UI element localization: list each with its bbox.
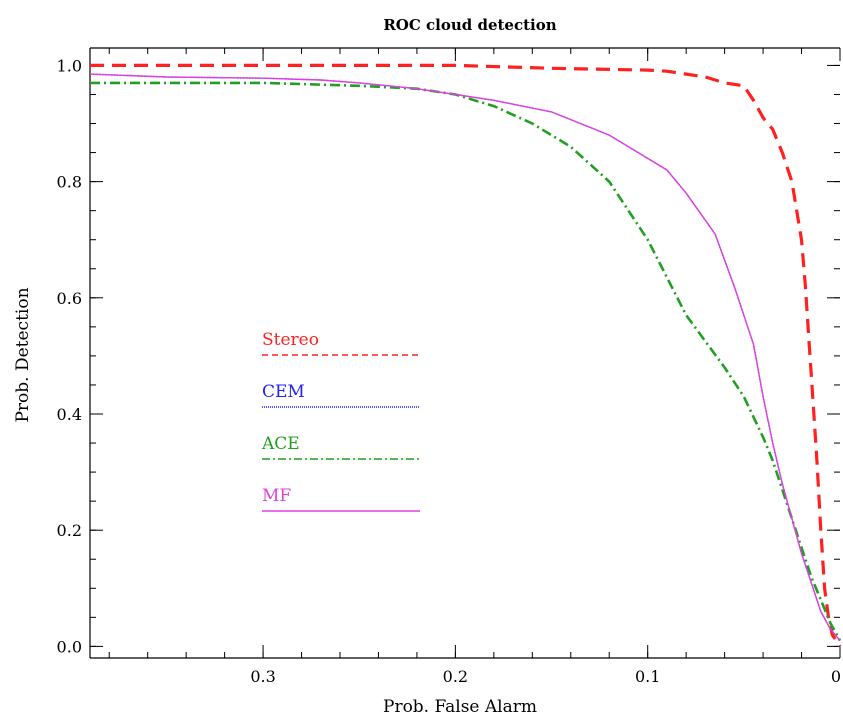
legend-label-ace: ACE (261, 434, 300, 454)
series-line-ace (90, 81, 842, 642)
chart-title: ROC cloud detection (383, 16, 556, 34)
legend-label-mf: MF (262, 486, 291, 506)
y-tick-label: 0.8 (57, 173, 82, 192)
x-tick-label: 0 (831, 667, 841, 686)
y-tick-label: 1.0 (57, 56, 82, 75)
x-tick-label: 0.2 (443, 667, 468, 686)
y-tick-label: 0.4 (57, 405, 82, 424)
y-tick-label: 0.0 (57, 637, 82, 656)
plot-area: 0.0 0.2 0.4 0.6 0.8 1.0 0.3 0.2 0.1 0 (57, 47, 842, 686)
series-line-mf (89, 73, 841, 642)
y-axis-label: Prob. Detection (13, 287, 33, 422)
y-tick-label: 0.2 (57, 521, 82, 540)
x-axis-label: Prob. False Alarm (383, 697, 537, 717)
x-tick-label: 0.3 (250, 667, 275, 686)
y-tick-label: 0.6 (57, 289, 82, 308)
series-line-cem (89, 73, 841, 642)
x-tick-label: 0.1 (635, 667, 660, 686)
legend-label-stereo: Stereo (262, 330, 319, 350)
legend: Stereo CEM ACE MF (261, 330, 420, 512)
series-line-stereo (90, 63, 842, 648)
legend-label-cem: CEM (262, 382, 305, 402)
